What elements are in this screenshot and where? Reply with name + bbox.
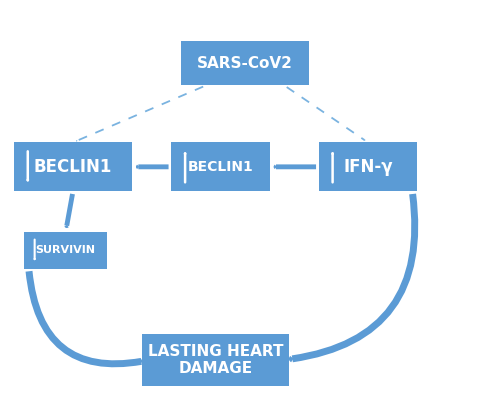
FancyBboxPatch shape <box>319 142 417 191</box>
Text: LASTING HEART
DAMAGE: LASTING HEART DAMAGE <box>148 344 284 376</box>
FancyBboxPatch shape <box>142 334 290 386</box>
Text: BECLIN1: BECLIN1 <box>34 158 112 176</box>
FancyBboxPatch shape <box>24 232 107 269</box>
Text: IFN-γ: IFN-γ <box>343 158 393 176</box>
FancyBboxPatch shape <box>14 142 132 191</box>
FancyBboxPatch shape <box>172 142 270 191</box>
Text: SURVIVIN: SURVIVIN <box>36 245 96 255</box>
FancyBboxPatch shape <box>181 41 309 85</box>
Text: SARS-CoV2: SARS-CoV2 <box>197 56 293 71</box>
Text: BECLIN1: BECLIN1 <box>188 160 254 174</box>
